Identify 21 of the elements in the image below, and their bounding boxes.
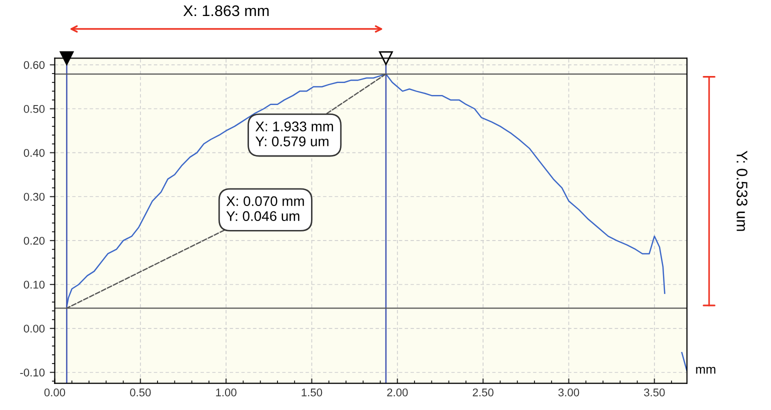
- y-tick-label: 0.30: [24, 192, 45, 201]
- annotation: X: 1.933 mm Y: 0.579 um: [256, 122, 334, 146]
- y-tick-label: 0.20: [24, 236, 45, 245]
- x-axis-title: mm: [696, 366, 716, 374]
- text: Y: 0.533 um: [736, 150, 748, 231]
- x-tick-label: 0.00: [44, 388, 66, 396]
- x-tick-label: 3.00: [558, 388, 580, 396]
- y-tick-label: 0.50: [24, 105, 45, 113]
- y-tick-label: -0.10: [20, 368, 45, 376]
- x-tick-label: 1.00: [216, 388, 236, 396]
- x-tick-label: 3.50: [644, 388, 665, 396]
- text: X: 1.863 mm: [183, 5, 269, 16]
- x-tick-label: 1.50: [302, 388, 322, 396]
- x-tick-label: 2.50: [472, 388, 494, 396]
- x-tick-label: 2.00: [387, 388, 408, 396]
- y-tick-label: 0.40: [24, 148, 45, 157]
- y-tick-label: 0.00: [24, 324, 45, 333]
- annotation: X: 0.070 mm Y: 0.046 um: [226, 196, 304, 222]
- y-tick-label: 0.60: [24, 61, 45, 69]
- x-tick-label: 0.50: [130, 388, 151, 396]
- y-tick-label: 0.10: [24, 280, 45, 289]
